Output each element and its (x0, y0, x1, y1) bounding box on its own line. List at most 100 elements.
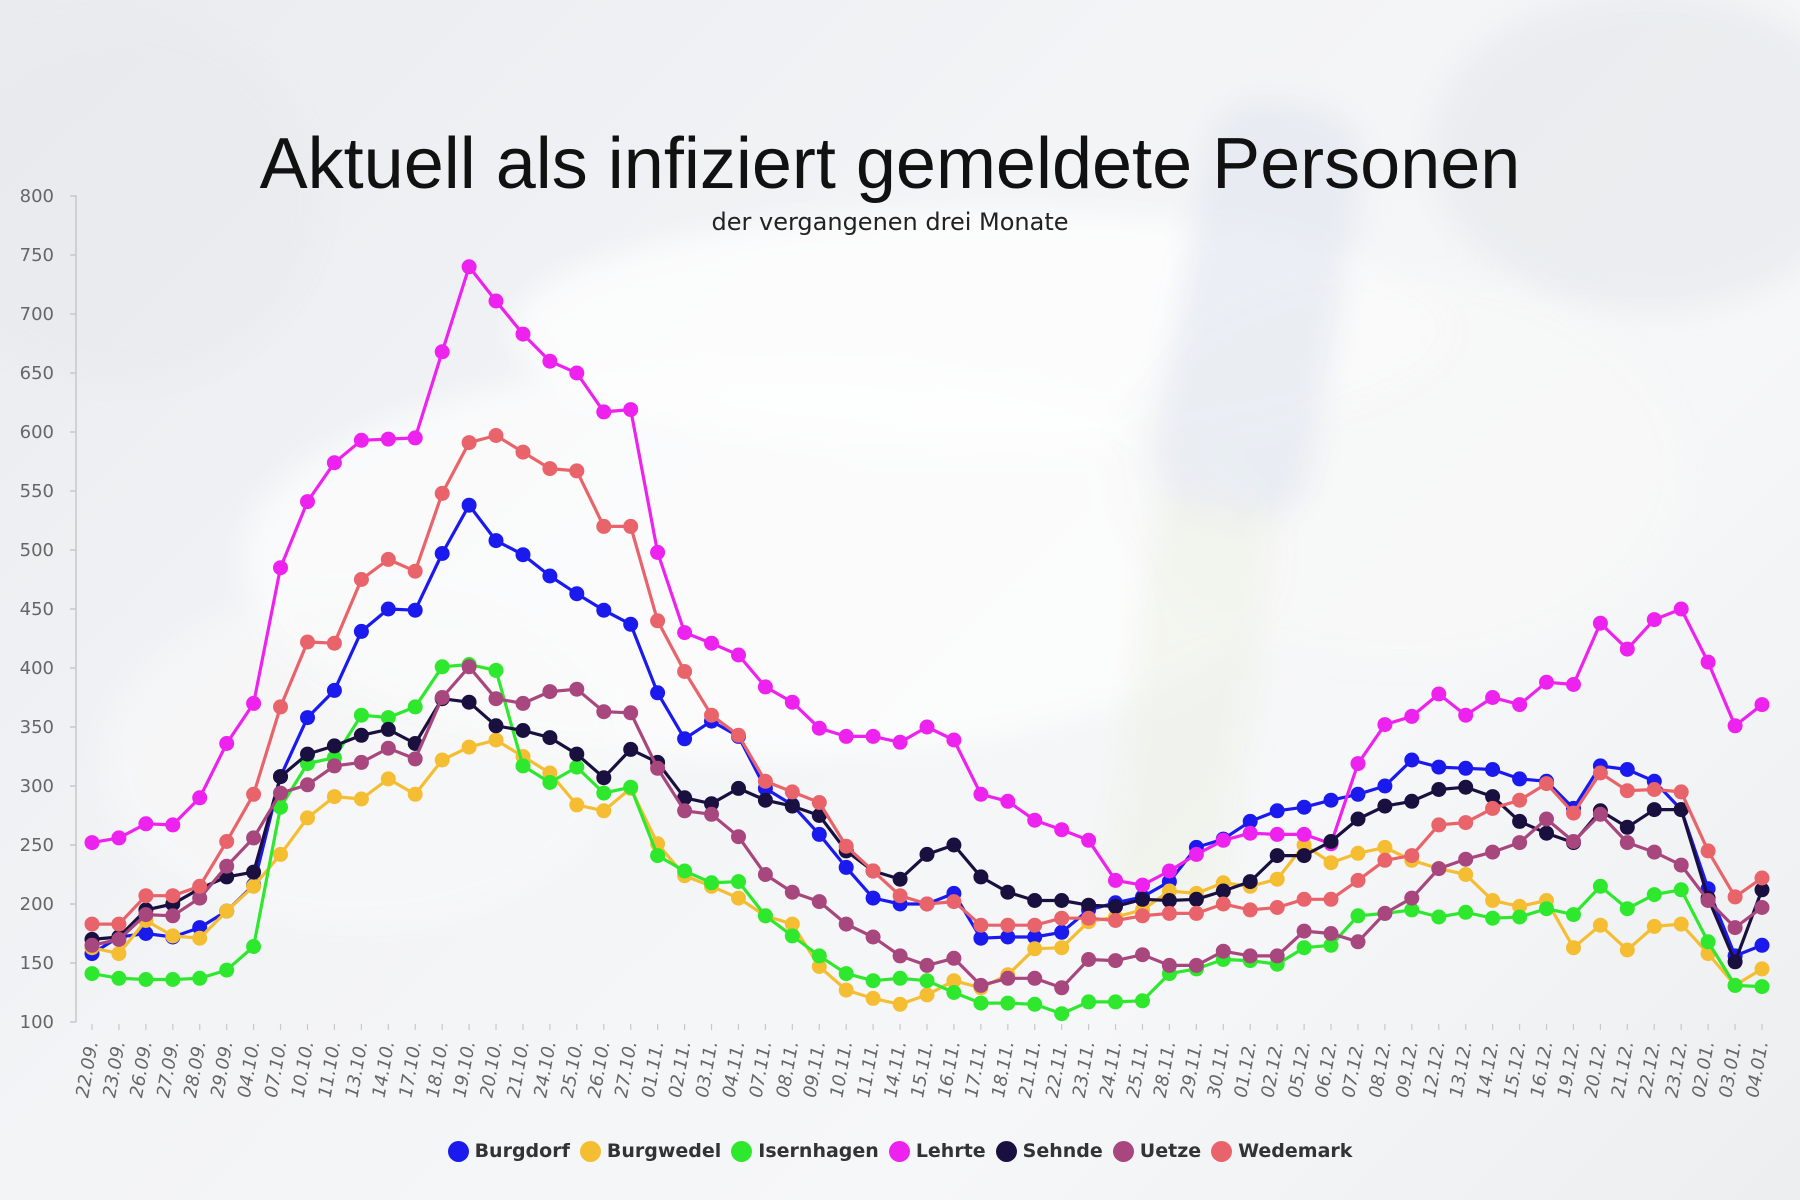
data-point (1485, 910, 1501, 926)
data-point (246, 939, 262, 954)
series-uetze (84, 659, 1770, 996)
x-tick-label: 15.11. (907, 1039, 938, 1099)
data-point (1458, 779, 1474, 795)
x-tick-label: 26.09. (126, 1039, 157, 1099)
data-point (1054, 940, 1070, 956)
data-point (1673, 882, 1689, 898)
data-point (1700, 893, 1716, 908)
data-point (1135, 877, 1150, 893)
data-point (1458, 760, 1474, 776)
data-point (650, 613, 666, 629)
data-point (623, 779, 639, 795)
x-tick-label: 23.12. (1661, 1039, 1692, 1099)
data-point (596, 602, 612, 618)
data-point (84, 916, 100, 932)
x-tick-label: 13.10. (342, 1039, 373, 1099)
data-point (1215, 883, 1231, 899)
x-tick-label: 04.01. (1742, 1039, 1773, 1099)
data-point (353, 623, 369, 639)
data-point (1458, 851, 1474, 867)
data-point (434, 690, 450, 705)
data-point (1619, 901, 1635, 917)
data-point (704, 806, 719, 822)
data-point (1673, 802, 1689, 818)
data-point (111, 916, 127, 932)
data-point (1323, 792, 1339, 808)
data-point (111, 970, 127, 986)
data-point (784, 694, 800, 710)
data-point (811, 720, 827, 736)
data-point (1000, 917, 1016, 933)
data-point (1215, 832, 1231, 848)
data-point (784, 784, 800, 800)
data-point (811, 948, 827, 964)
data-point (219, 962, 235, 978)
data-point (811, 959, 827, 974)
data-point (1431, 686, 1447, 702)
data-point (407, 786, 423, 802)
data-point (757, 792, 773, 808)
y-tick-label: 150 (20, 953, 54, 974)
data-point (111, 931, 127, 947)
data-point (1350, 908, 1366, 924)
x-tick-label: 02.01. (1688, 1039, 1719, 1099)
data-point (219, 858, 235, 874)
data-point (1027, 812, 1043, 828)
data-point (353, 707, 369, 723)
data-point (1377, 905, 1393, 921)
data-point (1242, 874, 1258, 890)
data-point (1512, 898, 1528, 914)
data-point (1539, 811, 1554, 827)
data-point (192, 790, 208, 806)
data-point (273, 699, 288, 715)
data-point (219, 869, 235, 885)
data-point (919, 719, 935, 735)
data-point (1161, 905, 1177, 921)
data-point (138, 888, 154, 904)
x-tick-label: 24.11. (1096, 1039, 1127, 1099)
y-tick-label: 550 (20, 481, 54, 502)
x-tick-label: 30.11. (1204, 1039, 1235, 1099)
x-tick-label: 14.10. (369, 1039, 400, 1099)
data-point (353, 432, 369, 448)
data-point (1485, 789, 1501, 805)
x-tick-label: 05.12. (1284, 1039, 1315, 1099)
data-point (461, 659, 477, 675)
data-point (677, 625, 693, 641)
data-point (1027, 917, 1043, 933)
data-point (838, 859, 854, 875)
x-tick-label: 08.11. (773, 1039, 804, 1099)
data-point (1485, 762, 1501, 777)
data-point (1269, 803, 1285, 819)
legend-marker (888, 1140, 910, 1162)
x-tick-label: 09.11. (800, 1039, 831, 1099)
data-point (246, 864, 262, 880)
data-point (1619, 942, 1635, 958)
data-point (246, 830, 262, 846)
data-point (326, 455, 342, 471)
data-point (973, 917, 989, 933)
data-point (1081, 994, 1097, 1010)
x-tick-label: 18.10. (422, 1039, 453, 1099)
data-point (784, 884, 800, 900)
data-point (515, 444, 531, 460)
data-point (1646, 782, 1662, 797)
legend-marker (447, 1140, 469, 1162)
data-point (1539, 825, 1554, 841)
x-tick-label: 16.11. (934, 1039, 965, 1099)
data-point (84, 835, 100, 851)
data-point (650, 685, 666, 701)
data-point (1754, 961, 1770, 977)
data-point (1566, 805, 1581, 821)
data-point (731, 780, 746, 796)
x-tick-label: 29.09. (207, 1039, 238, 1099)
series-line (91, 665, 1763, 990)
data-point (1592, 765, 1608, 781)
y-tick-label: 250 (20, 835, 54, 856)
data-point (1054, 822, 1070, 838)
data-point (757, 773, 773, 789)
data-point (811, 826, 827, 842)
data-point (865, 728, 881, 744)
